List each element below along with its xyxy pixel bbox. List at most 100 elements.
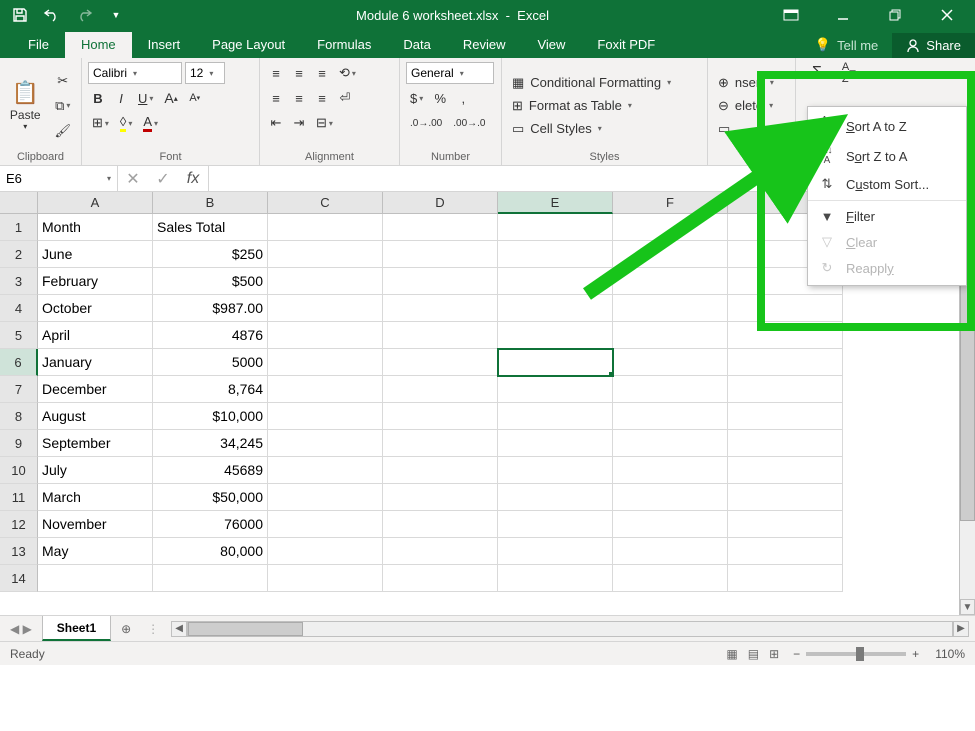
font-size-select[interactable]: 12▾ (185, 62, 225, 84)
cell-E6[interactable] (498, 349, 613, 376)
cell-G13[interactable] (728, 538, 843, 565)
cell-B11[interactable]: $50,000 (153, 484, 268, 511)
align-left-button[interactable]: ≡ (266, 87, 286, 109)
cell-C3[interactable] (268, 268, 383, 295)
cell-D7[interactable] (383, 376, 498, 403)
cell-F10[interactable] (613, 457, 728, 484)
row-header-7[interactable]: 7 (0, 376, 38, 403)
zoom-in-button[interactable]: + (912, 647, 919, 661)
tab-foxit-pdf[interactable]: Foxit PDF (581, 32, 671, 58)
comma-button[interactable]: , (453, 87, 473, 109)
column-header-D[interactable]: D (383, 192, 498, 214)
format-cells-button[interactable]: ▭ (714, 119, 789, 139)
cell-C9[interactable] (268, 430, 383, 457)
cell-E4[interactable] (498, 295, 613, 322)
cell-F12[interactable] (613, 511, 728, 538)
cell-A10[interactable]: July (38, 457, 153, 484)
save-icon[interactable] (10, 5, 30, 25)
cell-C5[interactable] (268, 322, 383, 349)
cell-G6[interactable] (728, 349, 843, 376)
cell-E8[interactable] (498, 403, 613, 430)
zoom-slider[interactable] (806, 652, 906, 656)
align-middle-button[interactable]: ≡ (289, 62, 309, 84)
share-button[interactable]: Share (892, 33, 975, 58)
cell-B1[interactable]: Sales Total (153, 214, 268, 241)
tab-file[interactable]: File (12, 32, 65, 58)
restore-icon[interactable] (883, 3, 907, 27)
cell-B8[interactable]: $10,000 (153, 403, 268, 430)
cell-A12[interactable]: November (38, 511, 153, 538)
column-header-A[interactable]: A (38, 192, 153, 214)
row-header-2[interactable]: 2 (0, 241, 38, 268)
align-bottom-button[interactable]: ≡ (312, 62, 332, 84)
cell-D2[interactable] (383, 241, 498, 268)
copy-button[interactable]: ⧉▾ (50, 95, 75, 117)
cell-A4[interactable]: October (38, 295, 153, 322)
align-right-button[interactable]: ≡ (312, 87, 332, 109)
sort-az-item[interactable]: A↓Z SSort A to Zort A to Z (808, 111, 966, 141)
cell-B9[interactable]: 34,245 (153, 430, 268, 457)
redo-icon[interactable] (74, 5, 94, 25)
sheet-tab-sheet1[interactable]: Sheet1 (42, 616, 111, 641)
cell-G7[interactable] (728, 376, 843, 403)
cell-A6[interactable]: January (38, 349, 153, 376)
cell-C1[interactable] (268, 214, 383, 241)
name-box[interactable]: E6 ▾ (0, 166, 118, 191)
cell-A2[interactable]: June (38, 241, 153, 268)
cell-A8[interactable]: August (38, 403, 153, 430)
cell-G12[interactable] (728, 511, 843, 538)
cell-B6[interactable]: 5000 (153, 349, 268, 376)
minimize-icon[interactable] (831, 3, 855, 27)
cell-D9[interactable] (383, 430, 498, 457)
fx-icon[interactable]: fx (178, 170, 208, 188)
cell-F2[interactable] (613, 241, 728, 268)
cell-styles-button[interactable]: ▭ Cell Styles▾ (508, 119, 701, 139)
number-format-select[interactable]: General▾ (406, 62, 494, 84)
cell-E2[interactable] (498, 241, 613, 268)
cell-A7[interactable]: December (38, 376, 153, 403)
cell-B12[interactable]: 76000 (153, 511, 268, 538)
cell-E10[interactable] (498, 457, 613, 484)
cell-C12[interactable] (268, 511, 383, 538)
cell-E7[interactable] (498, 376, 613, 403)
cell-E1[interactable] (498, 214, 613, 241)
cell-C7[interactable] (268, 376, 383, 403)
cell-F7[interactable] (613, 376, 728, 403)
tab-page-layout[interactable]: Page Layout (196, 32, 301, 58)
cell-B10[interactable]: 45689 (153, 457, 268, 484)
cell-A3[interactable]: February (38, 268, 153, 295)
cell-G5[interactable] (728, 322, 843, 349)
row-header-13[interactable]: 13 (0, 538, 38, 565)
cell-C14[interactable] (268, 565, 383, 592)
conditional-formatting-button[interactable]: ▦ Conditional Formatting▾ (508, 73, 701, 93)
zoom-value[interactable]: 110% (935, 647, 965, 661)
cell-D4[interactable] (383, 295, 498, 322)
cell-D14[interactable] (383, 565, 498, 592)
percent-button[interactable]: % (430, 87, 450, 109)
currency-button[interactable]: $▾ (406, 87, 427, 109)
row-header-4[interactable]: 4 (0, 295, 38, 322)
filter-item[interactable]: ▼ Filter (808, 204, 966, 229)
cell-F9[interactable] (613, 430, 728, 457)
row-header-12[interactable]: 12 (0, 511, 38, 538)
tab-formulas[interactable]: Formulas (301, 32, 387, 58)
cell-F1[interactable] (613, 214, 728, 241)
tab-review[interactable]: Review (447, 32, 522, 58)
cell-A5[interactable]: April (38, 322, 153, 349)
cell-D1[interactable] (383, 214, 498, 241)
align-top-button[interactable]: ≡ (266, 62, 286, 84)
cell-C11[interactable] (268, 484, 383, 511)
cell-G4[interactable] (728, 295, 843, 322)
splitter-icon[interactable]: ⋮ (141, 616, 165, 641)
orientation-button[interactable]: ⟲▾ (335, 62, 360, 84)
horizontal-scrollbar[interactable]: ◀ ▶ (165, 616, 975, 641)
merge-center-button[interactable]: ⊟▾ (312, 112, 337, 134)
scroll-left-icon[interactable]: ◀ (171, 621, 187, 637)
cell-E11[interactable] (498, 484, 613, 511)
cell-B14[interactable] (153, 565, 268, 592)
custom-sort-item[interactable]: ⇅ Custom Sort... (808, 171, 966, 197)
cell-E5[interactable] (498, 322, 613, 349)
cell-G10[interactable] (728, 457, 843, 484)
sort-za-item[interactable]: Z↓A Sort Z to A (808, 141, 966, 171)
row-header-5[interactable]: 5 (0, 322, 38, 349)
